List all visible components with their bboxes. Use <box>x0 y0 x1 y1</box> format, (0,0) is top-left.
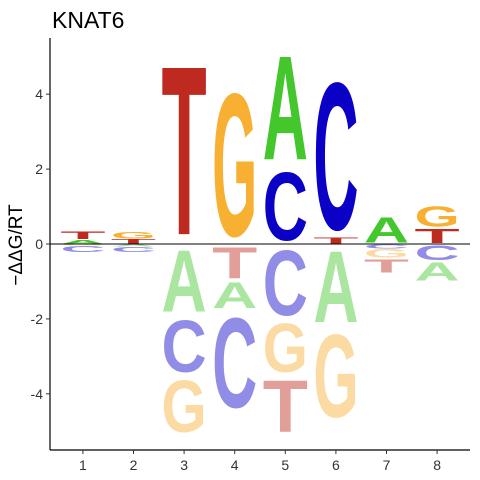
logo-letter-c-pos7: C <box>364 243 409 249</box>
logo-letter-g-pos8: G <box>415 201 460 233</box>
logo-letter-a-pos5: A <box>263 26 308 192</box>
y-tick-label: 0 <box>35 236 43 252</box>
logo-letter-c-pos5: C <box>263 231 308 335</box>
logo-letter-c-pos3: C <box>162 305 207 388</box>
y-tick-label: 2 <box>35 161 43 177</box>
logo-letter-g-pos1: G <box>60 244 105 246</box>
logo-letter-a-pos3: A <box>162 233 207 331</box>
x-tick-label: 7 <box>383 457 391 473</box>
logo-letter-g-pos6: G <box>313 310 358 442</box>
x-tick-label: 3 <box>180 457 188 473</box>
x-tick-label: 2 <box>130 457 138 473</box>
x-tick-label: 4 <box>231 457 239 473</box>
logo-letter-g-pos7: G <box>364 247 409 261</box>
logo-letter-t-pos1: T <box>60 230 105 242</box>
y-axis-label: −ΔΔG/RT <box>6 204 27 286</box>
logo-letter-c-pos8: C <box>415 241 460 264</box>
x-tick-label: 1 <box>79 457 87 473</box>
logo-letter-t-pos4: T <box>212 238 257 287</box>
y-axis: -4 -2 0 2 4 <box>31 38 51 450</box>
logo-letter-a-pos4: A <box>212 274 257 316</box>
logo-letter-t-pos7: T <box>364 256 409 277</box>
logo-letter-a-pos8: A <box>415 258 460 286</box>
y-tick-label: -4 <box>31 386 44 402</box>
x-tick-label: 6 <box>332 457 340 473</box>
logo-letter-c-pos4: C <box>212 293 257 435</box>
y-tick-label: 4 <box>35 86 43 102</box>
logo-letter-t-pos5: T <box>263 365 308 448</box>
chart-title: KNAT6 <box>52 7 124 33</box>
logo-letter-t-pos6: T <box>313 237 358 246</box>
logo-letter-g-pos5: G <box>263 309 308 387</box>
logo-letter-t-pos3: T <box>162 15 207 285</box>
logo-letter-c-pos1: C <box>60 245 105 254</box>
x-tick-label: 8 <box>433 457 441 473</box>
logo-letter-t-pos8: T <box>415 225 460 248</box>
logo-letter-c-pos5: C <box>263 153 308 261</box>
logo-letter-a-pos2: A <box>111 244 156 248</box>
x-tick-label: 5 <box>281 457 289 473</box>
logo-letter-g-pos3: G <box>162 366 207 448</box>
logo-letter-c-pos6: C <box>313 39 358 274</box>
logo-letter-c-pos2: C <box>111 246 156 254</box>
logo-letter-t-pos2: T <box>111 238 156 245</box>
logo-letter-a-pos6: A <box>313 229 358 344</box>
logo-letter-g-pos4: G <box>212 51 257 280</box>
y-tick-label: -2 <box>31 311 44 327</box>
logo-letter-g-pos2: G <box>111 230 156 241</box>
x-axis: 1 2 3 4 5 6 7 8 <box>50 449 470 473</box>
logo-letter-a-pos1: A <box>60 239 105 245</box>
